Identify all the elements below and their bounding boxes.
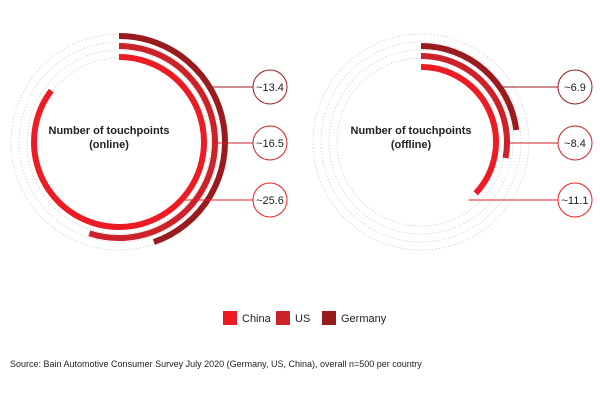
center-label-offline-line-1: (offline): [391, 139, 432, 151]
guide-circle-offline-1: [328, 49, 514, 235]
arc-offline-china: [420, 64, 499, 196]
arc-online-germany: [118, 33, 228, 245]
legend-swatch-germany: [322, 311, 336, 325]
legend-label-germany: Germany: [341, 313, 387, 325]
value-label-online-china: ~25.6: [256, 195, 284, 207]
callout-bubble-offline-china: [557, 182, 593, 218]
guide-circle-online-2: [18, 41, 220, 243]
callout-bubble-offline-us: [557, 125, 593, 161]
callout-bubble-online-china: [252, 182, 288, 218]
center-label-online-line-1: (online): [89, 139, 129, 151]
callout-bubble-offline-germany: [557, 69, 593, 105]
callout-bubble-online-germany: [252, 69, 288, 105]
value-label-offline-us: ~8.4: [564, 138, 586, 150]
legend-swatch-china: [223, 311, 237, 325]
arc-offline-germany: [420, 43, 520, 131]
guide-circle-offline-3: [312, 33, 530, 251]
legend-label-us: US: [295, 313, 310, 325]
guide-circle-offline-2: [320, 41, 522, 243]
value-label-offline-germany: ~6.9: [564, 82, 586, 94]
value-label-offline-china: ~11.1: [561, 195, 588, 207]
source-note: Source: Bain Automotive Consumer Survey …: [10, 359, 422, 369]
center-label-offline-line-0: Number of touchpoints: [351, 125, 472, 137]
arc-online-china: [31, 54, 207, 230]
arc-offline-us: [420, 53, 510, 159]
callout-bubble-online-us: [252, 125, 288, 161]
value-label-online-us: ~16.5: [256, 138, 284, 150]
legend-label-china: China: [242, 313, 272, 325]
center-label-online-line-0: Number of touchpoints: [49, 125, 170, 137]
guide-circle-online-1: [26, 49, 212, 235]
legend-swatch-us: [276, 311, 290, 325]
value-label-online-germany: ~13.4: [256, 82, 284, 94]
arc-online-us: [88, 43, 218, 241]
